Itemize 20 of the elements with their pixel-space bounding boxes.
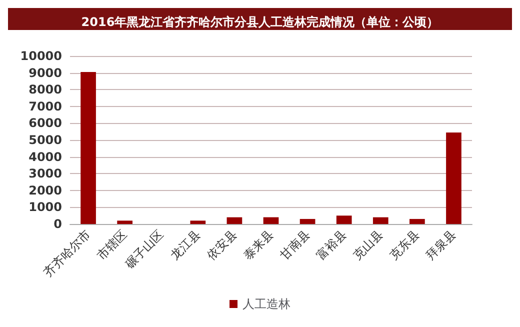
- x-tick-label: 拜泉县: [423, 227, 459, 262]
- y-tick-label: 10000: [20, 49, 62, 63]
- y-tick-label: 2000: [28, 183, 62, 198]
- x-tick-label: 依安县: [204, 227, 240, 262]
- x-tick-label: 龙江县: [168, 227, 203, 262]
- x-tick-label: 克山县: [350, 227, 386, 262]
- x-tick-label: 甘南县: [277, 227, 312, 262]
- y-tick-label: 1000: [28, 200, 62, 214]
- y-tick-label: 3000: [28, 166, 62, 181]
- y-tick-label: 7000: [28, 99, 62, 114]
- legend-label: 人工造林: [242, 297, 290, 311]
- y-tick-label: 5000: [28, 133, 62, 147]
- y-tick-label: 8000: [28, 82, 62, 97]
- chart-title: 2016年黑龙江省齐齐哈尔市分县人工造林完成情况（单位：公顷）: [81, 15, 439, 29]
- y-tick-label: 6000: [28, 116, 62, 130]
- x-tick-label: 富裕县: [314, 227, 350, 262]
- x-tick-label: 泰来县: [240, 227, 276, 262]
- y-tick-label: 4000: [28, 150, 62, 164]
- x-tick-label: 克东县: [386, 227, 422, 262]
- y-tick-label: 9000: [28, 66, 62, 80]
